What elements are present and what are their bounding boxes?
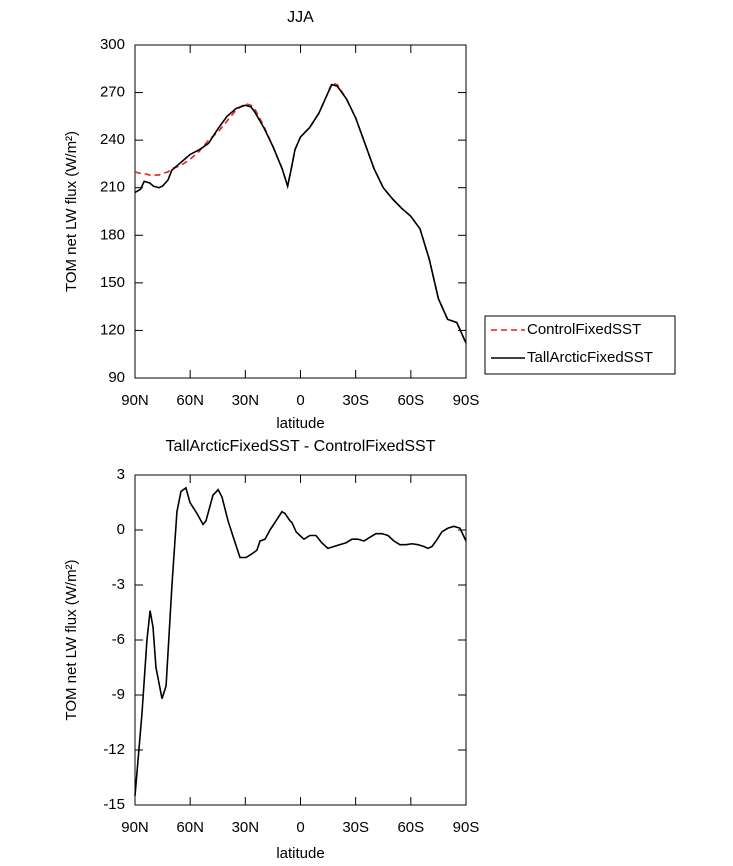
chart-title: JJA <box>287 9 314 26</box>
y-tick-label: -15 <box>103 796 125 813</box>
y-tick-label: 0 <box>117 521 125 538</box>
legend-label: ControlFixedSST <box>527 321 641 338</box>
y-tick-label: 3 <box>117 466 125 483</box>
data-line <box>134 82 467 344</box>
chart-title: TallArcticFixedSST - ControlFixedSST <box>166 438 436 455</box>
data-line <box>134 486 467 796</box>
x-tick-label: 60N <box>176 392 204 409</box>
y-tick-label: 240 <box>100 131 125 148</box>
plot-frame <box>134 474 467 806</box>
y-tick-label: -6 <box>112 631 125 648</box>
plot-frame <box>134 44 467 379</box>
x-tick-label: 90S <box>453 819 480 836</box>
y-axis-label: TOM net LW flux (W/m²) <box>63 559 80 720</box>
y-axis-label: TOM net LW flux (W/m²) <box>63 131 80 292</box>
x-tick-label: 60S <box>397 392 424 409</box>
y-tick-label: 120 <box>100 321 125 338</box>
x-tick-label: 30N <box>232 392 260 409</box>
y-tick-label: 90 <box>108 369 125 386</box>
y-tick-label: 270 <box>100 84 125 101</box>
y-tick-label: -3 <box>112 576 125 593</box>
x-tick-label: 30S <box>342 819 369 836</box>
x-tick-label: 90S <box>453 392 480 409</box>
x-tick-label: 30S <box>342 392 369 409</box>
y-tick-label: -9 <box>112 686 125 703</box>
y-tick-label: 300 <box>100 36 125 53</box>
y-tick-label: 180 <box>100 226 125 243</box>
x-tick-label: 0 <box>296 819 304 836</box>
legend-box <box>484 315 676 375</box>
data-line <box>134 83 467 344</box>
y-tick-label: 150 <box>100 274 125 291</box>
y-tick-label: 210 <box>100 179 125 196</box>
x-axis-label: latitude <box>276 415 324 432</box>
legend-label: TallArcticFixedSST <box>527 349 653 366</box>
y-tick-label: -12 <box>103 741 125 758</box>
x-tick-label: 60N <box>176 819 204 836</box>
x-axis-label: latitude <box>276 845 324 862</box>
x-tick-label: 0 <box>296 392 304 409</box>
x-tick-label: 30N <box>232 819 260 836</box>
x-tick-label: 90N <box>121 392 149 409</box>
x-tick-label: 90N <box>121 819 149 836</box>
x-tick-label: 60S <box>397 819 424 836</box>
